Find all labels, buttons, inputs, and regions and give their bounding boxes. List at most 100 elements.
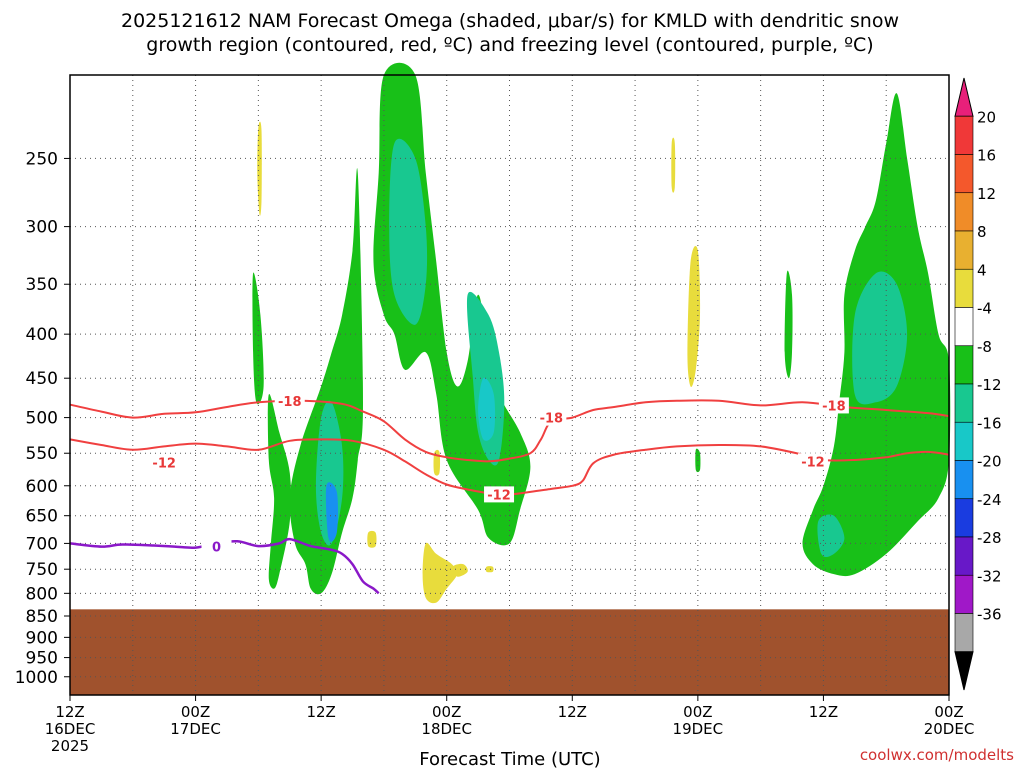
contour-label-neg18-c-bg — [818, 397, 849, 414]
omega-region--8-4 — [289, 168, 363, 595]
y-tick-label-700: 700 — [26, 534, 58, 554]
colorbar-label-7: -12 — [977, 376, 1002, 394]
omega-region--16-6 — [325, 482, 339, 542]
contour-label-neg18-a-bg — [274, 392, 305, 409]
y-axis: 2503003504004505005506006507007508008509… — [15, 149, 70, 688]
x-tick-label-3-1: 18DEC — [421, 720, 472, 738]
y-tick-label-400: 400 — [26, 325, 58, 345]
contour-label-neg12-b: -12 — [487, 488, 511, 503]
omega-region--8-8 — [252, 272, 264, 405]
colorbar-swatch-6 — [954, 307, 974, 347]
x-tick-label-1-0: 00Z — [181, 703, 210, 721]
omega-region-4-16 — [671, 137, 676, 193]
colorbar-triangle-bottom — [954, 651, 974, 691]
y-tick-label-450: 450 — [26, 369, 58, 389]
colorbar-label-5: -4 — [977, 300, 992, 318]
contour-label-neg12-a: -12 — [152, 457, 176, 472]
colorbar-label-12: -32 — [977, 567, 1002, 585]
x-tick-label-1-1: 17DEC — [170, 720, 221, 738]
x-tick-label-4-0: 12Z — [558, 703, 587, 721]
x-tick-label-7-1: 20DEC — [924, 720, 975, 738]
colorbar-label-10: -24 — [977, 491, 1002, 509]
y-tick-label-750: 750 — [26, 560, 58, 580]
contour-label-neg18-b-bg — [536, 409, 567, 426]
omega-region--12-1 — [389, 138, 428, 325]
contour-label-zero: 0 — [212, 541, 221, 556]
colorbar-label-3: 8 — [977, 223, 987, 241]
colorbar-label-6: -8 — [977, 338, 992, 356]
x-tick-label-7-0: 00Z — [934, 703, 963, 721]
x-tick-label-2-0: 12Z — [306, 703, 335, 721]
colorbar-label-8: -16 — [977, 414, 1002, 432]
colorbar-swatch-12 — [954, 536, 974, 576]
colorbar-swatch-1 — [954, 115, 974, 155]
colorbar-swatch-4 — [954, 230, 974, 270]
dgz-upper-contour — [69, 399, 950, 463]
y-tick-label-1000: 1000 — [15, 668, 58, 688]
colorbar-label-9: -20 — [977, 453, 1002, 471]
x-axis-label: Forecast Time (UTC) — [419, 749, 600, 768]
contour-label-neg12-c-bg — [797, 453, 828, 470]
colorbar-swatch-2 — [954, 154, 974, 194]
contour-label-neg18-a: -18 — [278, 395, 302, 410]
colorbar-swatch-13 — [954, 574, 974, 614]
colorbar-label-1: 16 — [977, 147, 996, 165]
x-tick-label-5-0: 00Z — [683, 703, 712, 721]
colorbar-swatch-7 — [954, 345, 974, 385]
ground-fill — [70, 609, 949, 695]
contour-label-neg12-c: -12 — [801, 455, 825, 470]
colorbar-swatch-9 — [954, 421, 974, 461]
y-tick-label-900: 900 — [26, 628, 58, 648]
omega-region-4-15 — [687, 245, 701, 388]
y-tick-label-250: 250 — [26, 149, 58, 169]
colorbar-legend: 20 16 12 8 4 -4 -8 -12 -16 -20 -24 -28 -32 -36 — [954, 77, 1002, 691]
x-tick-label-0-0: 12Z — [55, 703, 84, 721]
omega-region-4-21 — [367, 530, 377, 548]
colorbar-label-2: 12 — [977, 185, 996, 203]
y-tick-label-650: 650 — [26, 507, 58, 527]
contour-label-neg12-b-bg — [484, 486, 515, 503]
colorbar-label-4: 4 — [977, 261, 987, 279]
freezing-level-contour — [69, 537, 380, 595]
colorbar-swatch-5 — [954, 268, 974, 308]
x-tick-label-3-0: 00Z — [432, 703, 461, 721]
colorbar-swatch-3 — [954, 192, 974, 232]
contour-label-neg18-b: -18 — [540, 412, 564, 427]
y-tick-label-500: 500 — [26, 409, 58, 429]
colorbar-swatch-8 — [954, 383, 974, 423]
plot-frame — [69, 74, 950, 696]
contour-label-zero-bg — [201, 538, 232, 555]
colorbar-label-13: -36 — [977, 606, 1002, 624]
y-tick-label-600: 600 — [26, 477, 58, 497]
x-tick-label-0-2: 2025 — [51, 737, 89, 755]
contour-label-neg12-a-bg — [149, 454, 180, 471]
y-tick-label-300: 300 — [26, 218, 58, 238]
colorbar-label-11: -28 — [977, 529, 1002, 547]
chart-title-line1: 2025121612 NAM Forecast Omega (shaded, μ… — [121, 10, 899, 32]
omega-region-4-17 — [422, 542, 458, 604]
omega-region--12-11 — [817, 514, 845, 558]
credit-text: coolwx.com/modelts — [860, 746, 1014, 764]
grid-lines — [69, 75, 950, 695]
omega-region--12-10 — [852, 271, 908, 405]
y-tick-label-850: 850 — [26, 607, 58, 627]
x-tick-label-0-1: 16DEC — [45, 720, 96, 738]
colorbar-swatch-14 — [954, 613, 974, 653]
omega-region--16-3 — [478, 377, 496, 441]
colorbar-triangle-top — [954, 77, 974, 117]
x-tick-label-5-1: 19DEC — [673, 720, 724, 738]
y-tick-label-350: 350 — [26, 275, 58, 295]
y-tick-label-550: 550 — [26, 444, 58, 464]
omega-region-4-19 — [485, 566, 494, 573]
contour-label-neg18-c: -18 — [822, 399, 846, 414]
chart-title-line2: growth region (contoured, red, ºC) and f… — [146, 34, 873, 56]
y-tick-label-800: 800 — [26, 584, 58, 604]
y-tick-label-950: 950 — [26, 649, 58, 669]
omega-region-4-18 — [452, 563, 468, 577]
plot-area: -18 -18 -18 -12 -12 -12 0 — [69, 62, 951, 696]
omega-region--8-12 — [784, 270, 793, 379]
colorbar-swatch-11 — [954, 498, 974, 538]
